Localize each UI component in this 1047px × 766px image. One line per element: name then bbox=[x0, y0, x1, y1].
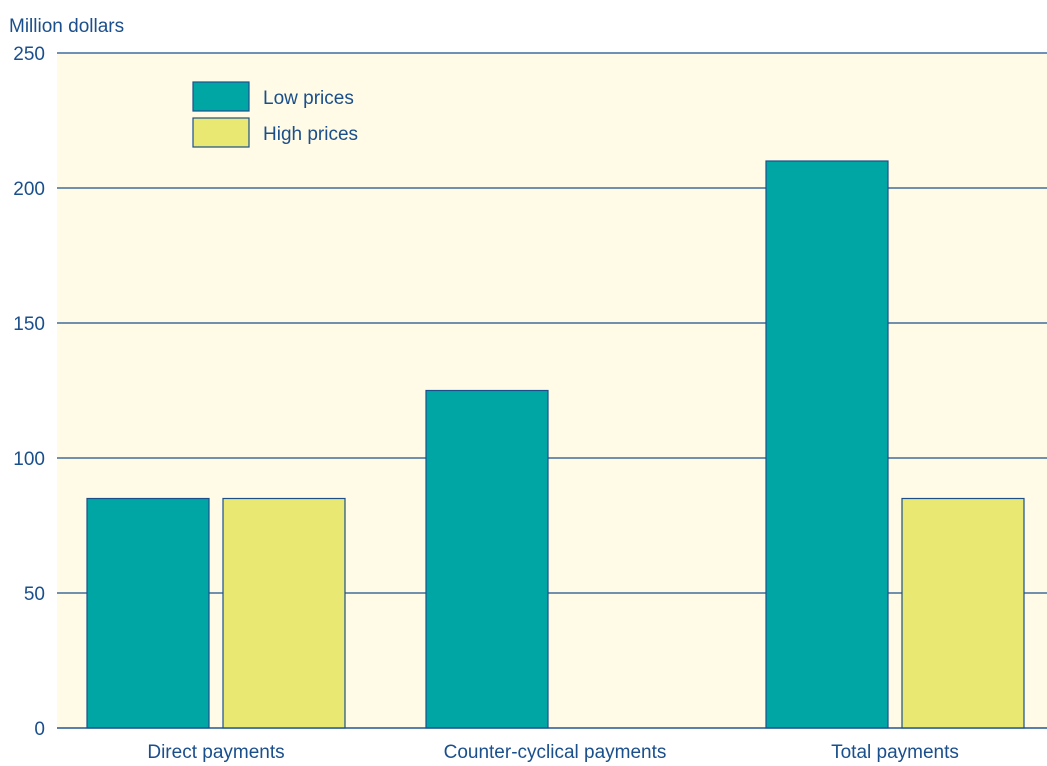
x-category-label-1: Counter-cyclical payments bbox=[444, 742, 667, 763]
y-axis-tick-labels: 0 50 100 150 200 250 bbox=[13, 44, 45, 740]
legend: Low prices High prices bbox=[192, 81, 358, 148]
y-axis-unit-label: Million dollars bbox=[9, 16, 124, 37]
legend-swatch-high-prices bbox=[192, 117, 250, 148]
legend-label-low-prices: Low prices bbox=[263, 88, 354, 109]
bar-low-prices-total-payments bbox=[765, 160, 889, 729]
y-tick-label-250: 250 bbox=[13, 44, 45, 65]
legend-label-high-prices: High prices bbox=[263, 124, 358, 145]
y-tick-label-0: 0 bbox=[34, 719, 45, 740]
bar-high-prices-total-payments bbox=[901, 497, 1025, 729]
x-category-label-2: Total payments bbox=[831, 742, 959, 763]
legend-swatch-low-prices bbox=[192, 81, 250, 112]
bar-high-prices-direct-payments bbox=[222, 497, 346, 729]
y-tick-label-50: 50 bbox=[24, 584, 45, 605]
bar-low-prices-counter-cyclical-payments bbox=[425, 389, 549, 729]
bars bbox=[57, 160, 1047, 729]
y-tick-label-150: 150 bbox=[13, 314, 45, 335]
y-tick-label-200: 200 bbox=[13, 179, 45, 200]
bar-low-prices-direct-payments bbox=[86, 497, 210, 729]
x-axis-category-labels: Direct payments Counter-cyclical payments… bbox=[147, 742, 959, 763]
y-tick-label-100: 100 bbox=[13, 449, 45, 470]
x-category-label-0: Direct payments bbox=[147, 742, 284, 763]
